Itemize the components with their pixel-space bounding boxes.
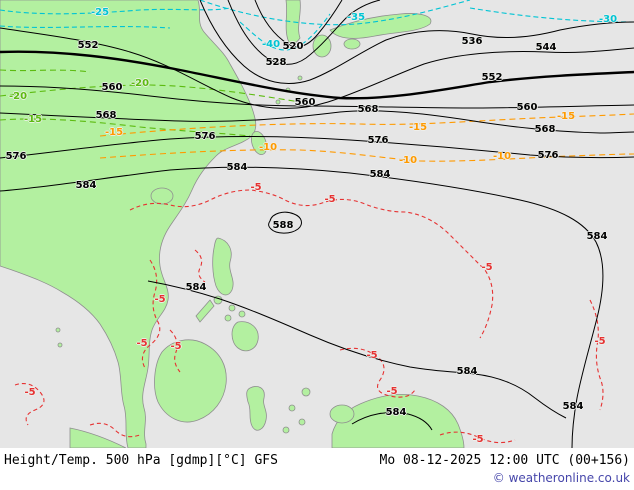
land-sumatra: [69, 427, 127, 448]
contour-576: [0, 135, 634, 159]
land-shikoku: [343, 38, 361, 50]
land-moluccas: [298, 418, 306, 426]
land-taiwan: [250, 130, 268, 156]
land-halmahera: [301, 387, 311, 397]
land-palawan: [195, 299, 215, 323]
contour-568: [0, 110, 634, 134]
land-mindanao: [231, 321, 259, 352]
land-layer: [0, 0, 465, 448]
contour-584-main: [0, 166, 604, 448]
contour-536: [199, 0, 634, 84]
height-contours: [0, 0, 634, 448]
land-visayas: [228, 304, 236, 312]
land-andaman: [57, 342, 63, 348]
contour-560: [0, 85, 634, 109]
contour-544: [0, 27, 634, 109]
land-hainan: [150, 187, 174, 205]
land-honshu: [329, 13, 432, 39]
land-kyushu: [312, 34, 332, 58]
land-visayas: [224, 314, 232, 322]
footer-bar: Height/Temp. 500 hPa [gdmp][°C] GFS Mo 0…: [0, 448, 634, 490]
land-andaman: [55, 327, 61, 333]
map-area: 552 552 560 560 560 568 568 568 576 576 576 576 584 5…: [0, 0, 634, 448]
chart-title: Height/Temp. 500 hPa [gdmp][°C] GFS: [4, 453, 278, 468]
copyright-link[interactable]: © weatheronline.co.uk: [492, 471, 630, 485]
land-borneo: [154, 339, 227, 423]
chart-valid-time: Mo 08-12-2025 12:00 UTC (00+156): [379, 453, 630, 468]
land-moluccas: [288, 404, 296, 412]
temp-contours-green: [0, 69, 301, 137]
land-ryukyu: [275, 99, 281, 105]
land-visayas: [238, 310, 246, 318]
temp-contours-cyan: [0, 0, 634, 51]
contour-588-closed: [268, 211, 302, 234]
land-ryukyu: [297, 75, 303, 81]
contour-552-thick: [0, 50, 634, 100]
weather-map: [0, 0, 634, 448]
temp-contours-orange: [99, 113, 634, 162]
contour-528: [227, 0, 381, 65]
land-moluccas: [282, 426, 290, 434]
contour-520: [254, 0, 343, 48]
land-mainland-asia: [0, 0, 257, 448]
land-birds-head: [329, 404, 355, 424]
contour-584-south: [147, 280, 567, 419]
land-korea: [285, 0, 301, 44]
land-luzon: [212, 237, 234, 296]
land-sulawesi: [246, 386, 267, 431]
contour-584-newguinea: [351, 411, 433, 431]
